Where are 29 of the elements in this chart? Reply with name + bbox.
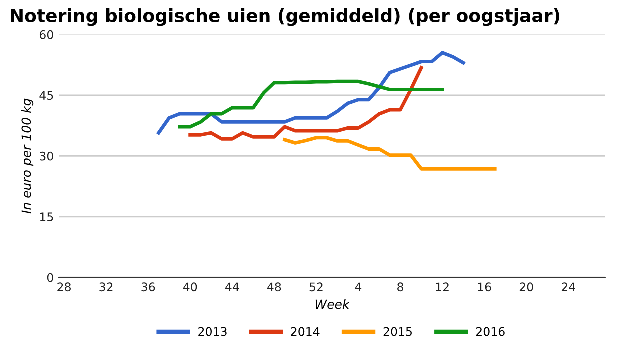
line-series (178, 80, 444, 129)
y-tick-label: 60 (40, 30, 54, 40)
line-series (188, 66, 424, 141)
line-series (157, 51, 466, 135)
x-tick-label: 48 (267, 282, 282, 292)
x-tick-label: 24 (562, 282, 576, 292)
line-series (283, 136, 497, 171)
x-tick-label: 36 (142, 282, 156, 292)
x-tick-label: 44 (225, 282, 240, 292)
x-tick-label: 4 (355, 282, 362, 292)
y-axis-title: In euro per 100 kg (21, 98, 34, 214)
x-tick-label: 12 (436, 282, 449, 292)
legend-label: 2014 (291, 327, 320, 336)
x-tick-label: 20 (520, 282, 534, 292)
x-tick-label: 52 (310, 282, 323, 292)
x-tick-label: 28 (58, 282, 71, 292)
x-tick-label: 16 (478, 282, 492, 292)
chart-title: Notering biologische uien (gemiddeld) (per oogstjaar) (11, 8, 560, 26)
x-axis-title: Week (316, 299, 350, 310)
legend-label: 2015 (384, 327, 412, 336)
y-tick-label: 15 (40, 212, 54, 222)
x-tick-label: 8 (398, 282, 404, 292)
x-tick-label: 32 (100, 282, 113, 292)
legend-label: 2013 (198, 327, 227, 336)
y-tick-label: 30 (40, 152, 54, 161)
x-tick-label: 40 (183, 282, 198, 292)
y-tick-label: 0 (47, 273, 54, 282)
y-tick-label: 45 (40, 91, 54, 100)
legend-label: 2016 (476, 327, 505, 336)
